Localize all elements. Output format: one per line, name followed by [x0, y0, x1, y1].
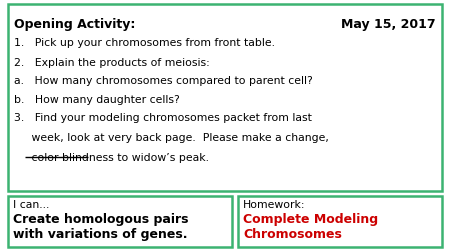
- Text: I can...: I can...: [13, 199, 50, 209]
- Text: Complete Modeling
Chromosomes: Complete Modeling Chromosomes: [243, 212, 378, 240]
- FancyBboxPatch shape: [8, 5, 442, 191]
- Text: week, look at very back page.  Please make a change,: week, look at very back page. Please mak…: [14, 133, 329, 142]
- Text: Opening Activity:: Opening Activity:: [14, 18, 135, 31]
- Text: b.   How many daughter cells?: b. How many daughter cells?: [14, 94, 180, 105]
- Text: 3.   Find your modeling chromosomes packet from last: 3. Find your modeling chromosomes packet…: [14, 113, 312, 122]
- Text: May 15, 2017: May 15, 2017: [342, 18, 436, 31]
- Text: 1.   Pick up your chromosomes from front table.: 1. Pick up your chromosomes from front t…: [14, 38, 275, 48]
- Text: Homework:: Homework:: [243, 199, 306, 209]
- Text: 2.   Explain the products of meiosis:: 2. Explain the products of meiosis:: [14, 58, 210, 68]
- FancyBboxPatch shape: [238, 196, 442, 247]
- FancyBboxPatch shape: [8, 196, 232, 247]
- Text: color blindness to widow’s peak.: color blindness to widow’s peak.: [14, 152, 209, 162]
- Text: Create homologous pairs
with variations of genes.: Create homologous pairs with variations …: [13, 212, 189, 240]
- Text: a.   How many chromosomes compared to parent cell?: a. How many chromosomes compared to pare…: [14, 76, 313, 86]
